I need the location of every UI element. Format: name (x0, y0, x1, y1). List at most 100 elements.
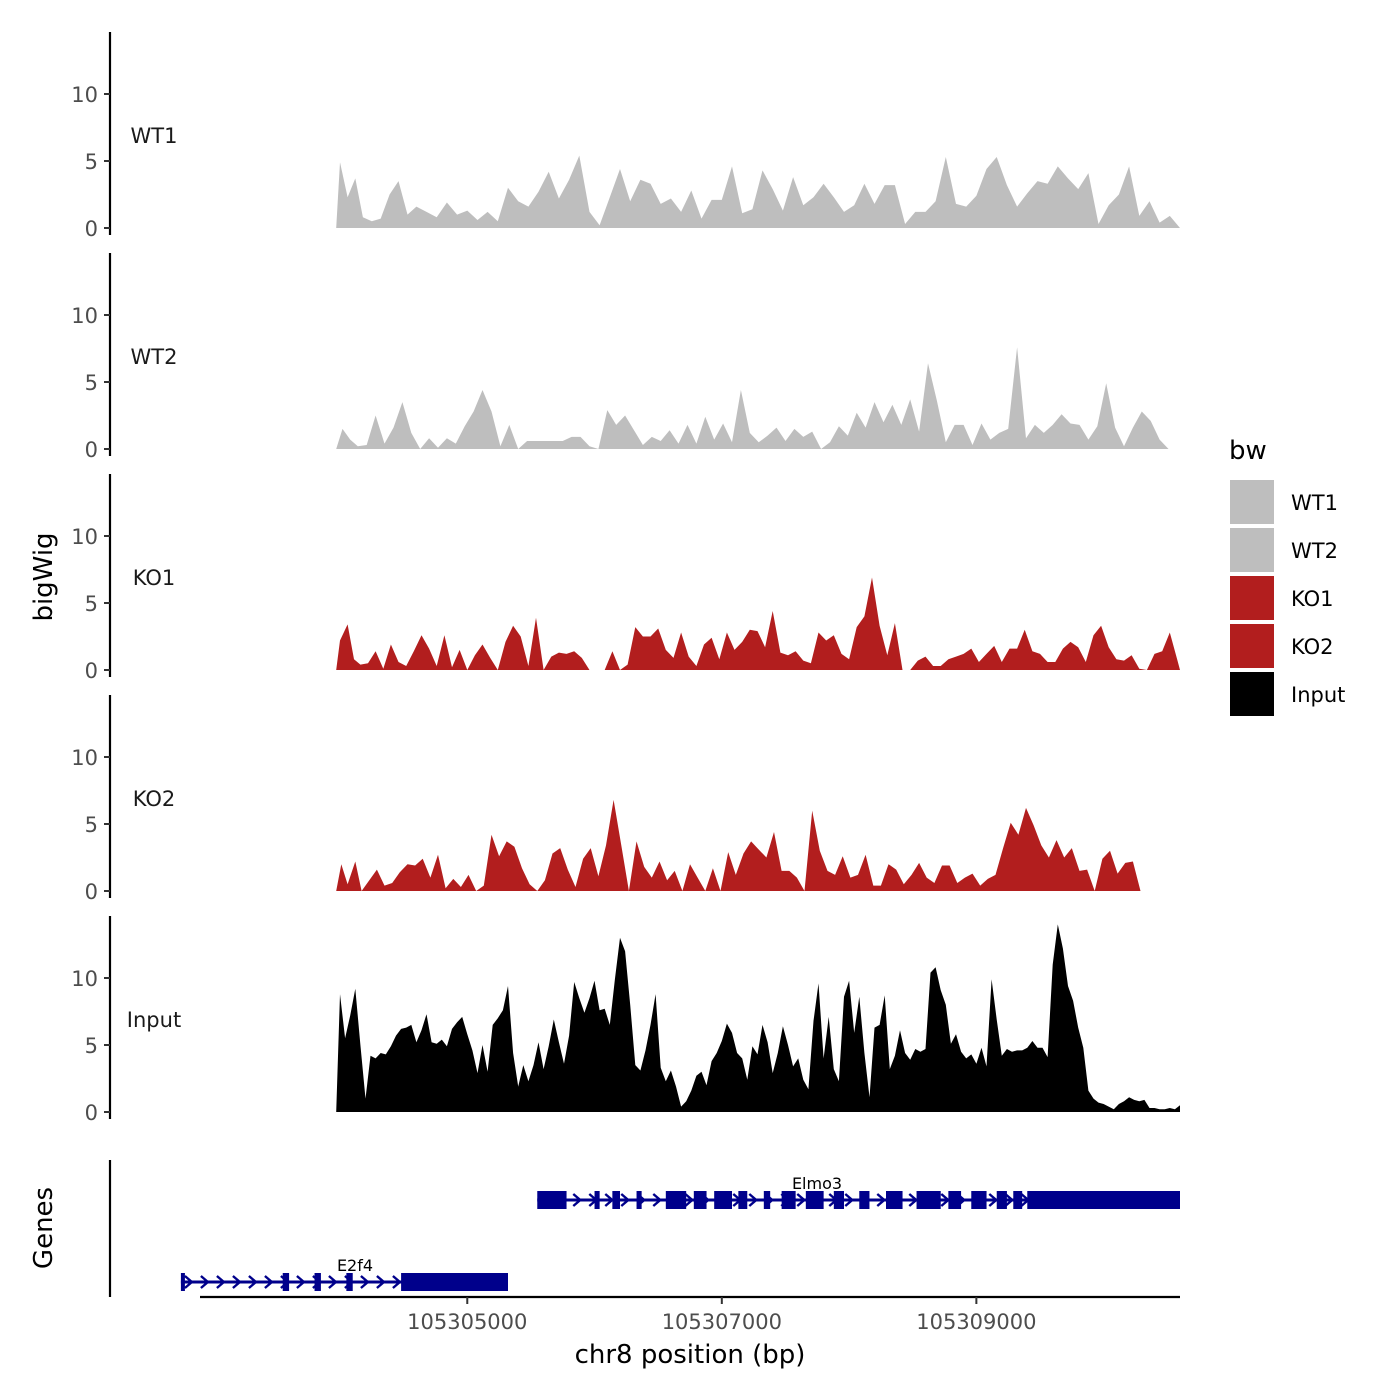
track-label-Input: Input (127, 1008, 181, 1032)
strand-arrow (360, 1275, 370, 1289)
y-tick-label: 0 (85, 659, 98, 683)
gene-name-E2f4: E2f4 (337, 1256, 373, 1275)
tracks-layer: 0 5 10 WT1 0 5 10 WT2 0 5 10 KO1 0 5 10 KO2 0 5 10 Input (71, 32, 1180, 1125)
gene-name-Elmo3: Elmo3 (792, 1174, 842, 1193)
legend-swatch (1230, 480, 1274, 524)
gene-exon (180, 1273, 185, 1291)
legend-title: bw (1229, 436, 1267, 466)
track-label-WT2: WT2 (131, 345, 178, 369)
x-tick-label: 105305000 (407, 1310, 527, 1334)
track-WT2: 0 5 10 WT2 (71, 253, 1180, 462)
track-Input: 0 5 10 Input (71, 916, 1180, 1125)
genes-track-label: Genes (29, 1187, 59, 1269)
gene-exon (971, 1191, 987, 1209)
strand-arrow (232, 1275, 242, 1289)
legend: bw WT1 WT2 KO1 KO2 Input (1229, 436, 1345, 716)
legend-swatch (1230, 624, 1274, 668)
gene-exon (636, 1191, 642, 1209)
strand-arrow (572, 1193, 583, 1207)
x-axis: 105305000 105307000 105309000 (200, 1295, 1180, 1334)
gene-Elmo3: Elmo3 (537, 1174, 1180, 1209)
coverage-area-KO1 (336, 577, 1180, 670)
gene-exon (996, 1191, 1007, 1209)
strand-arrow (908, 1193, 919, 1207)
track-label-KO1: KO1 (133, 566, 176, 590)
gene-exon (833, 1191, 844, 1209)
track-KO2: 0 5 10 KO2 (71, 695, 1180, 904)
gene-exon (738, 1191, 748, 1209)
gene-exon (1027, 1191, 1180, 1209)
strand-arrow (296, 1275, 306, 1289)
strand-arrow (748, 1193, 759, 1207)
coverage-area-Input (336, 924, 1180, 1112)
strand-arrow (604, 1193, 615, 1207)
legend-label: WT2 (1291, 539, 1338, 563)
y-tick-label: 10 (71, 525, 98, 549)
strand-arrow (184, 1275, 194, 1289)
gene-exon (612, 1191, 620, 1209)
coverage-area-WT2 (336, 347, 1180, 449)
legend-swatch (1230, 528, 1274, 572)
y-tick-label: 5 (85, 1034, 98, 1058)
track-KO1: 0 5 10 KO1 (71, 474, 1180, 683)
legend-item-WT2: WT2 (1230, 528, 1338, 572)
strand-arrow (684, 1193, 695, 1207)
gene-exon (916, 1191, 941, 1209)
legend-item-WT1: WT1 (1230, 480, 1338, 524)
legend-item-KO2: KO2 (1230, 624, 1334, 668)
gene-exon (314, 1273, 321, 1291)
track-label-KO2: KO2 (133, 787, 176, 811)
strand-arrow (376, 1275, 386, 1289)
y-tick-label: 5 (85, 592, 98, 616)
gene-exon (805, 1191, 824, 1209)
gene-exon (282, 1273, 290, 1291)
track-WT1: 0 5 10 WT1 (71, 32, 1180, 241)
coverage-area-WT1 (336, 155, 1180, 228)
strand-arrow (1004, 1193, 1015, 1207)
y-tick-label: 0 (85, 438, 98, 462)
y-tick-label: 0 (85, 217, 98, 241)
y-axis-label: bigWig (29, 532, 59, 621)
legend-swatch (1230, 672, 1274, 716)
strand-arrow (216, 1275, 226, 1289)
gene-exon (594, 1191, 600, 1209)
gene-exon (763, 1191, 771, 1209)
strand-arrow (328, 1275, 338, 1289)
strand-arrow (844, 1193, 855, 1207)
gene-E2f4: E2f4 (180, 1256, 508, 1291)
gene-exon (401, 1273, 508, 1291)
legend-item-KO1: KO1 (1230, 576, 1334, 620)
gene-exon (1013, 1191, 1023, 1209)
gene-exon (948, 1191, 962, 1209)
y-tick-label: 5 (85, 371, 98, 395)
gene-exon (537, 1191, 567, 1209)
y-tick-label: 5 (85, 813, 98, 837)
legend-swatch (1230, 576, 1274, 620)
y-tick-label: 0 (85, 1101, 98, 1125)
x-axis-label: chr8 position (bp) (575, 1340, 806, 1370)
gene-exon (693, 1191, 707, 1209)
legend-label: KO2 (1291, 635, 1334, 659)
y-tick-label: 0 (85, 880, 98, 904)
strand-arrow (652, 1193, 663, 1207)
coverage-area-KO2 (336, 799, 1180, 891)
strand-arrow (248, 1275, 258, 1289)
x-tick-label: 105307000 (662, 1310, 782, 1334)
track-label-WT1: WT1 (131, 124, 178, 148)
legend-label: WT1 (1291, 491, 1338, 515)
strand-arrow (988, 1193, 999, 1207)
legend-item-Input: Input (1230, 672, 1345, 716)
legend-label: KO1 (1291, 587, 1334, 611)
gene-exon (714, 1191, 732, 1209)
strand-arrow (392, 1275, 402, 1289)
gene-exon (859, 1191, 870, 1209)
gene-exon (886, 1191, 903, 1209)
strand-arrow (796, 1193, 807, 1207)
strand-arrow (940, 1193, 951, 1207)
strand-arrow (876, 1193, 887, 1207)
strand-arrow (264, 1275, 274, 1289)
genes-track: E2f4 Elmo3 (108, 1160, 1180, 1297)
y-tick-label: 10 (71, 746, 98, 770)
y-tick-label: 5 (85, 150, 98, 174)
